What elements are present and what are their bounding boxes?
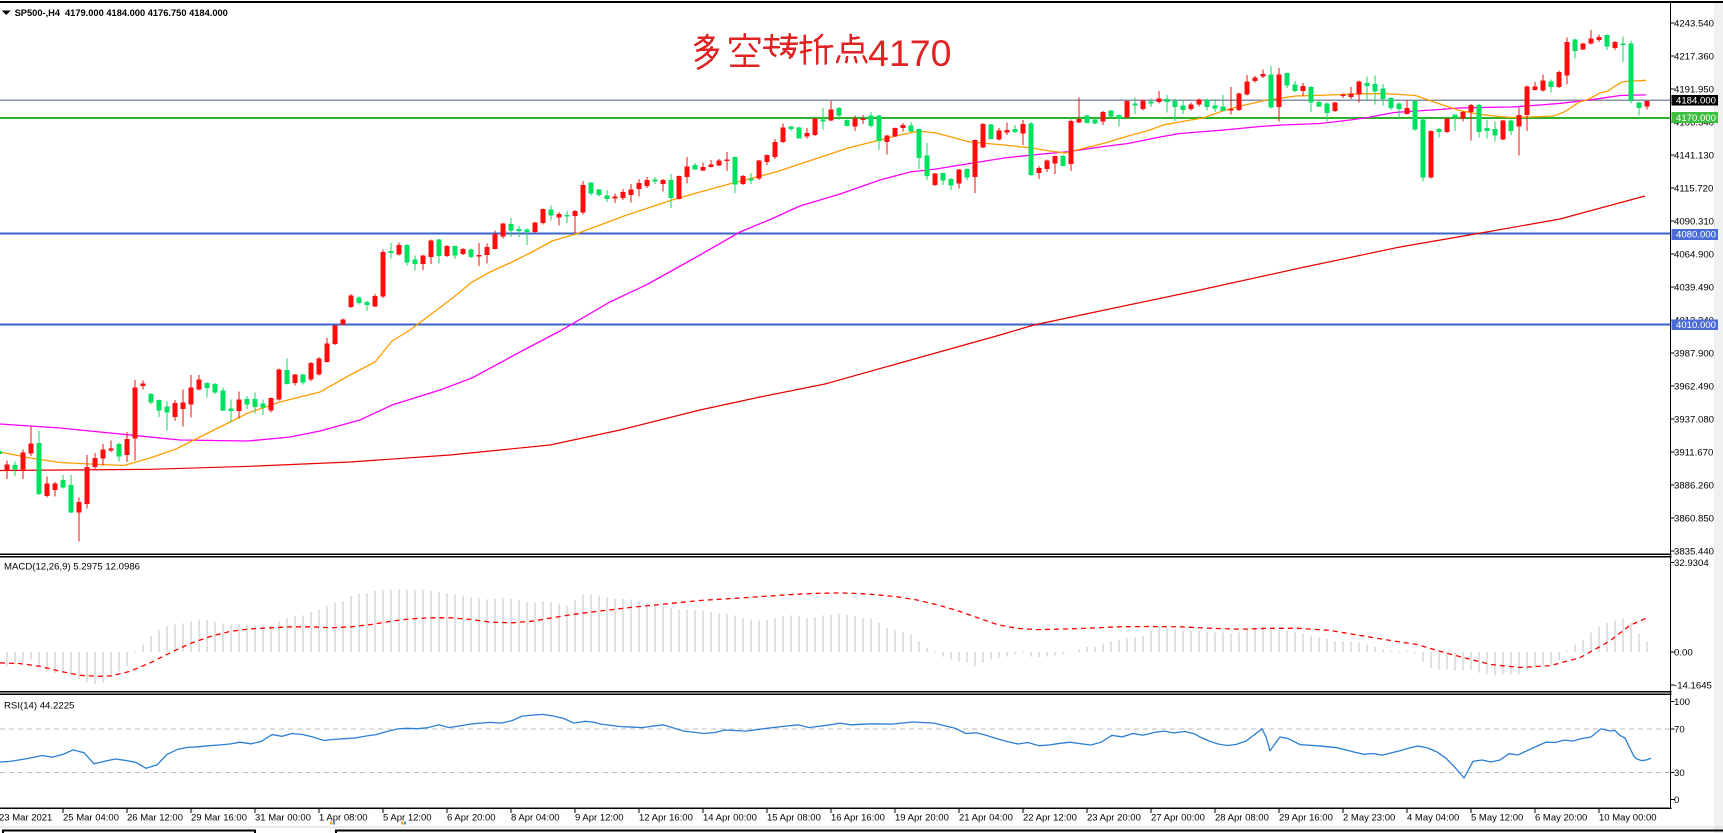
svg-text:4184.000: 4184.000	[1676, 96, 1716, 107]
svg-text:-14.1645: -14.1645	[1674, 680, 1712, 691]
svg-text:3911.670: 3911.670	[1674, 448, 1713, 459]
svg-text:30: 30	[1674, 768, 1685, 779]
svg-text:25 Mar 04:00: 25 Mar 04:00	[63, 813, 119, 824]
svg-text:70: 70	[1674, 725, 1685, 736]
svg-text:8 Apr 04:00: 8 Apr 04:00	[511, 813, 560, 824]
svg-text:1 Apr 08:00: 1 Apr 08:00	[319, 813, 368, 824]
svg-text:31 Mar 00:00: 31 Mar 00:00	[255, 813, 311, 824]
svg-text:RSI(14) 44.2225: RSI(14) 44.2225	[4, 701, 74, 712]
svg-text:4064.900: 4064.900	[1674, 249, 1714, 260]
svg-text:3987.900: 3987.900	[1674, 349, 1714, 360]
svg-text:19 Apr 20:00: 19 Apr 20:00	[895, 813, 949, 824]
svg-text:4115.720: 4115.720	[1674, 183, 1713, 194]
svg-text:6 May 20:00: 6 May 20:00	[1535, 813, 1587, 824]
svg-text:15 Apr 08:00: 15 Apr 08:00	[767, 813, 821, 824]
svg-text:3835.440: 3835.440	[1674, 547, 1714, 558]
svg-text:23 Apr 20:00: 23 Apr 20:00	[1087, 813, 1141, 824]
svg-text:0: 0	[1674, 795, 1679, 806]
svg-text:12 Apr 16:00: 12 Apr 16:00	[639, 813, 693, 824]
svg-text:23 Mar 2021: 23 Mar 2021	[0, 813, 52, 824]
svg-text:14 Apr 00:00: 14 Apr 00:00	[703, 813, 757, 824]
svg-text:3860.850: 3860.850	[1674, 514, 1714, 525]
svg-text:4243.540: 4243.540	[1674, 18, 1714, 29]
svg-text:5 Apr 12:00: 5 Apr 12:00	[383, 813, 432, 824]
svg-text:4010.000: 4010.000	[1676, 320, 1716, 331]
svg-text:4 May 04:00: 4 May 04:00	[1407, 813, 1459, 824]
svg-text:4191.950: 4191.950	[1674, 84, 1714, 95]
svg-text:10 May 00:00: 10 May 00:00	[1599, 813, 1657, 824]
svg-text:2 May 23:00: 2 May 23:00	[1343, 813, 1395, 824]
svg-text:100: 100	[1674, 697, 1690, 708]
svg-text:29 Apr 16:00: 29 Apr 16:00	[1279, 813, 1333, 824]
svg-text:28 Apr 08:00: 28 Apr 08:00	[1215, 813, 1269, 824]
svg-text:3937.080: 3937.080	[1674, 415, 1714, 426]
svg-text:16 Apr 16:00: 16 Apr 16:00	[831, 813, 885, 824]
svg-text:32.9304: 32.9304	[1674, 558, 1709, 569]
svg-text:4039.490: 4039.490	[1674, 283, 1714, 294]
svg-text:5 May 12:00: 5 May 12:00	[1471, 813, 1523, 824]
svg-text:4170.000: 4170.000	[1676, 113, 1716, 124]
svg-text:29 Mar 16:00: 29 Mar 16:00	[191, 813, 247, 824]
svg-text:27 Apr 00:00: 27 Apr 00:00	[1151, 813, 1205, 824]
svg-text:SP500-,H4: SP500-,H4	[15, 8, 61, 18]
svg-text:6 Apr 20:00: 6 Apr 20:00	[447, 813, 496, 824]
svg-text:3886.260: 3886.260	[1674, 481, 1714, 492]
svg-text:4179.000 4184.000 4176.750 418: 4179.000 4184.000 4176.750 4184.000	[65, 8, 228, 18]
svg-text:26 Mar 12:00: 26 Mar 12:00	[127, 813, 183, 824]
svg-text:3962.490: 3962.490	[1674, 382, 1714, 393]
svg-text:4217.360: 4217.360	[1674, 51, 1714, 62]
svg-text:4141.130: 4141.130	[1674, 150, 1714, 161]
svg-text:4090.310: 4090.310	[1674, 216, 1714, 227]
svg-text:0.00: 0.00	[1674, 648, 1693, 659]
svg-text:22 Apr 12:00: 22 Apr 12:00	[1023, 813, 1077, 824]
svg-text:MACD(12,26,9) 5.2975 12.0986: MACD(12,26,9) 5.2975 12.0986	[4, 562, 140, 573]
svg-text:4170: 4170	[868, 32, 951, 74]
svg-text:9 Apr 12:00: 9 Apr 12:00	[575, 813, 624, 824]
svg-text:4080.000: 4080.000	[1676, 230, 1716, 241]
svg-text:21 Apr 04:00: 21 Apr 04:00	[959, 813, 1013, 824]
